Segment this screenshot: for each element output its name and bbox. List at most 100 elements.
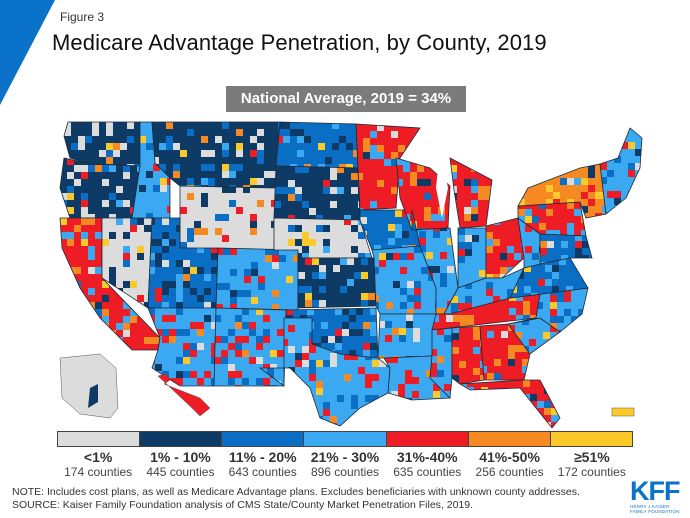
county-cell <box>337 173 344 180</box>
county-cell <box>471 214 478 221</box>
county-cell <box>414 288 421 295</box>
county-cell <box>560 216 567 223</box>
corner-accent-shape <box>0 0 55 105</box>
county-cell <box>229 164 236 171</box>
county-cell <box>487 331 494 338</box>
county-cell <box>67 232 74 239</box>
county-cell <box>323 225 330 232</box>
county-cell <box>447 266 454 273</box>
county-cell <box>525 225 532 232</box>
county-cell <box>493 296 500 303</box>
county-cell <box>106 136 113 143</box>
county-cell <box>393 253 400 260</box>
county-cell <box>116 295 123 302</box>
county-cell <box>391 152 398 159</box>
county-cell <box>326 279 333 286</box>
county-cell <box>257 171 264 178</box>
county-cell <box>529 366 530 373</box>
county-cell <box>260 402 267 409</box>
county-cell <box>335 343 342 350</box>
county-cell <box>509 408 516 415</box>
county-cell <box>479 270 486 277</box>
county-cell <box>190 253 197 260</box>
county-cell <box>487 345 494 352</box>
county-cell <box>201 164 208 171</box>
logo-subtext-1: HENRY J KAISER <box>630 504 670 509</box>
county-cell <box>257 143 264 150</box>
county-cell <box>267 367 274 374</box>
county-cell <box>386 409 390 416</box>
county-cell <box>356 308 363 315</box>
county-cell <box>396 158 403 165</box>
county-cell <box>211 253 218 260</box>
legend-swatch <box>58 432 141 446</box>
legend-swatch <box>386 432 469 446</box>
county-cell <box>99 150 106 157</box>
county-cell <box>410 179 417 186</box>
county-cell <box>152 143 159 150</box>
county-cell <box>302 423 309 426</box>
county-cell <box>595 213 602 218</box>
county-cell <box>540 234 547 241</box>
county-cell <box>440 287 447 294</box>
county-cell <box>440 273 447 280</box>
county-cell <box>413 328 420 335</box>
county-cell <box>116 344 123 350</box>
county-cell <box>473 347 480 354</box>
county-cell <box>67 281 74 288</box>
county-cell <box>628 184 635 191</box>
county-cell <box>391 159 398 166</box>
county-cell <box>230 290 237 297</box>
county-cell <box>74 267 81 274</box>
county-cell <box>190 350 197 357</box>
county-cell <box>256 357 263 364</box>
county-cell <box>197 246 204 253</box>
county-cell <box>222 164 229 171</box>
county-cell <box>567 164 574 171</box>
county-cell <box>162 246 169 253</box>
county-cell <box>187 150 194 157</box>
county-cell <box>228 371 235 378</box>
county-cell <box>363 343 370 350</box>
county-cell <box>507 289 514 296</box>
county-cell <box>393 260 400 267</box>
county-cell <box>288 208 295 215</box>
county-cell <box>551 415 558 422</box>
county-cell <box>372 267 379 274</box>
county-cell <box>277 329 284 336</box>
county-cell <box>116 253 123 260</box>
county-cell <box>265 248 272 255</box>
county-cell <box>235 371 242 378</box>
county-cell <box>522 366 529 373</box>
county-cell <box>452 326 459 333</box>
county-cell <box>323 166 330 173</box>
county-cell <box>258 269 265 276</box>
county-cell <box>297 164 304 168</box>
county-cell <box>130 309 137 316</box>
county-cell <box>614 191 621 198</box>
county-cell <box>559 279 566 286</box>
county-cell <box>258 262 265 269</box>
county-cell <box>537 401 544 408</box>
county-cell <box>370 315 377 322</box>
county-cell <box>560 192 567 199</box>
county-cell <box>215 150 222 157</box>
county-cell <box>365 374 372 381</box>
county-cell <box>286 276 293 283</box>
county-cell <box>351 208 358 215</box>
county-cell <box>485 186 492 193</box>
county-cell <box>297 136 304 143</box>
county-cell <box>440 252 447 259</box>
county-cell <box>302 201 309 208</box>
county-cell <box>257 200 264 207</box>
county-cell <box>392 321 399 328</box>
county-cell <box>144 281 151 288</box>
county-cell <box>288 395 295 402</box>
county-cell <box>302 409 309 416</box>
county-cell <box>295 360 302 367</box>
county-cell <box>272 304 279 310</box>
county-cell <box>452 375 459 382</box>
county-cell <box>414 295 421 302</box>
county-cell <box>281 187 288 194</box>
county-cell <box>529 373 530 380</box>
